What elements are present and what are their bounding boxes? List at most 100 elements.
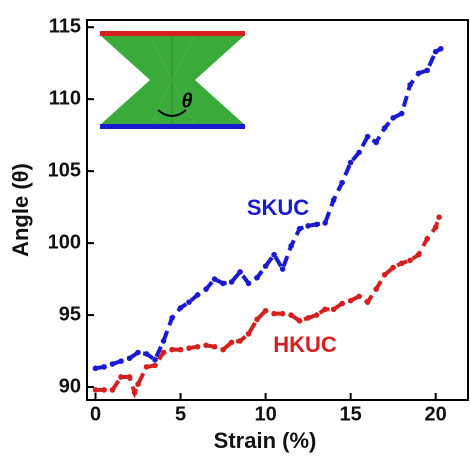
data-point — [161, 350, 167, 356]
data-point — [135, 381, 141, 387]
y-tick-label: 90 — [59, 375, 81, 397]
data-point — [169, 347, 175, 353]
y-tick-label: 100 — [48, 231, 81, 253]
data-point — [144, 351, 150, 357]
data-point — [424, 236, 430, 242]
data-point — [416, 252, 422, 258]
data-point — [101, 387, 107, 393]
data-point — [348, 298, 354, 304]
inset-bottom-bar — [100, 124, 245, 129]
data-point — [118, 374, 124, 380]
data-point — [373, 140, 379, 146]
data-point — [356, 294, 362, 300]
y-tick-label: 105 — [48, 159, 81, 181]
data-point — [186, 345, 192, 351]
data-point — [186, 299, 192, 305]
data-point — [178, 305, 184, 311]
data-point — [424, 68, 430, 74]
data-point — [322, 220, 328, 226]
data-point — [288, 243, 294, 249]
data-point — [132, 390, 138, 396]
data-point — [161, 338, 167, 344]
data-point — [390, 265, 396, 271]
x-axis-label: Strain (%) — [214, 428, 317, 453]
data-point — [271, 252, 277, 258]
y-axis-label: Angle (θ) — [8, 163, 33, 257]
data-point — [127, 355, 133, 361]
data-point — [93, 366, 99, 372]
x-tick-label: 10 — [254, 403, 276, 425]
data-point — [322, 307, 328, 313]
data-point — [195, 292, 201, 298]
inset: θ — [100, 31, 245, 129]
data-point — [169, 315, 175, 321]
y-tick-label: 110 — [49, 87, 81, 109]
data-point — [297, 318, 303, 324]
data-point — [305, 223, 311, 229]
chart: θ Strain (%) Angle (θ) 90951001051101150… — [0, 0, 470, 459]
data-point — [263, 263, 269, 269]
data-point — [339, 301, 345, 307]
data-point — [390, 115, 396, 121]
data-point — [356, 150, 362, 156]
data-point — [331, 307, 337, 313]
data-point — [152, 357, 158, 363]
data-point — [254, 275, 260, 281]
y-tick-label: 115 — [49, 15, 81, 37]
data-point — [314, 222, 320, 228]
x-tick-label: 5 — [175, 403, 186, 425]
data-point — [305, 315, 311, 321]
data-point — [382, 125, 388, 131]
data-point — [212, 344, 218, 350]
data-point — [237, 338, 243, 344]
y-tick-label: 95 — [59, 303, 81, 325]
inset-label: θ — [181, 90, 192, 112]
data-point — [288, 312, 294, 318]
data-point — [407, 258, 413, 264]
data-point — [271, 311, 277, 317]
data-point — [220, 281, 226, 287]
data-point — [280, 266, 286, 272]
data-point — [263, 308, 269, 314]
data-point — [152, 363, 158, 369]
data-point — [229, 279, 235, 285]
data-point — [118, 358, 124, 364]
x-tick-label: 15 — [340, 403, 362, 425]
data-point — [127, 374, 133, 380]
data-point — [254, 317, 260, 323]
data-point — [433, 224, 439, 230]
data-point — [382, 272, 388, 278]
data-point — [203, 286, 209, 292]
data-point — [110, 361, 116, 367]
data-point — [314, 312, 320, 318]
data-point — [331, 197, 337, 203]
data-point — [203, 343, 209, 349]
data-point — [407, 82, 413, 88]
inset-top-bar — [100, 31, 245, 36]
data-point — [436, 214, 442, 220]
data-point — [399, 111, 405, 117]
data-point — [438, 46, 444, 52]
data-point — [399, 260, 405, 266]
data-point — [212, 276, 218, 282]
data-point — [433, 49, 439, 55]
data-point — [195, 344, 201, 350]
data-point — [365, 299, 371, 305]
data-point — [280, 311, 286, 317]
data-point — [93, 387, 99, 393]
data-point — [220, 347, 226, 353]
data-point — [373, 286, 379, 292]
data-point — [229, 340, 235, 346]
x-tick-label: 20 — [425, 403, 447, 425]
data-point — [110, 387, 116, 393]
data-point — [101, 364, 107, 370]
data-point — [416, 70, 422, 76]
data-point — [135, 350, 141, 356]
data-point — [144, 364, 150, 370]
data-point — [297, 226, 303, 232]
data-point — [246, 331, 252, 337]
data-point — [237, 269, 243, 275]
data-point — [178, 347, 184, 353]
data-point — [339, 180, 345, 186]
data-point — [365, 134, 371, 140]
